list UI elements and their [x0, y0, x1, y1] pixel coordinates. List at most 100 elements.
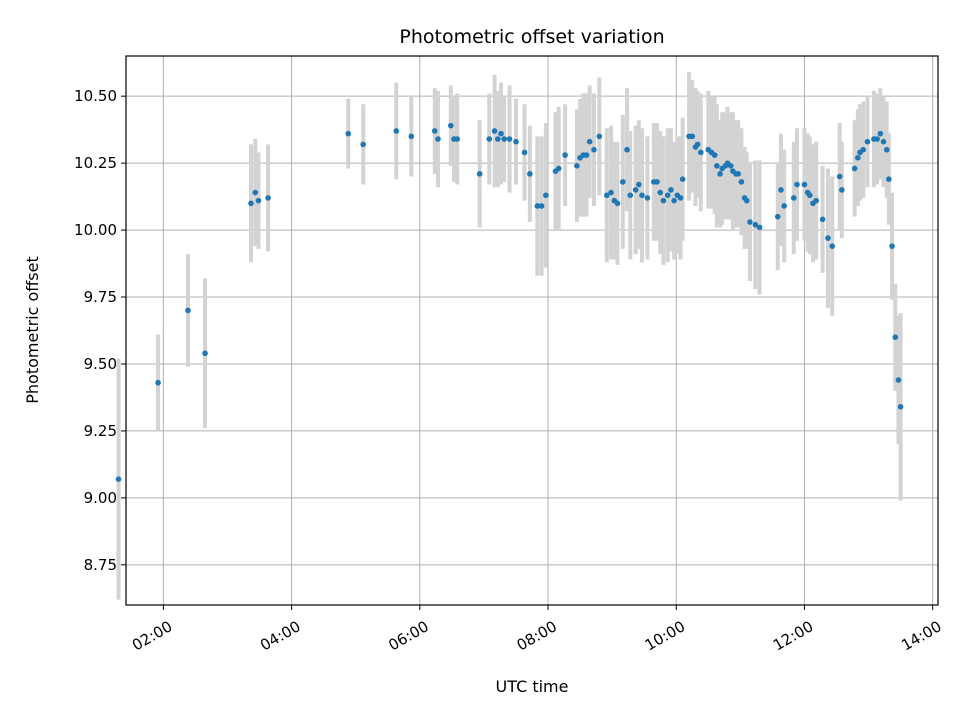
- data-point: [491, 128, 498, 134]
- y-tick-label: 8.75: [84, 556, 117, 574]
- data-point: [408, 133, 415, 140]
- data-point: [860, 146, 867, 153]
- data-point: [883, 146, 890, 153]
- data-point: [836, 173, 843, 180]
- data-point: [774, 213, 781, 220]
- y-axis: 8.75 9.00 9.25 9.50 9.75 10.00 10.25 10.50: [74, 87, 126, 574]
- chart-title: Photometric offset variation: [399, 26, 664, 48]
- y-tick-label: 9.00: [84, 489, 117, 507]
- data-point: [620, 179, 626, 185]
- data-point: [735, 171, 742, 177]
- y-tick-label: 9.25: [84, 422, 117, 440]
- data-point: [627, 192, 634, 199]
- data-point: [743, 197, 750, 204]
- data-point: [521, 149, 528, 156]
- data-point: [694, 141, 701, 148]
- data-point: [657, 189, 664, 196]
- data-point: [252, 189, 259, 196]
- data-point: [574, 163, 580, 169]
- data-point: [644, 195, 651, 201]
- data-point: [660, 197, 667, 204]
- data-point: [677, 195, 684, 201]
- data-point: [476, 171, 483, 177]
- data-point: [639, 192, 645, 199]
- data-point: [435, 136, 441, 142]
- data-point: [864, 138, 871, 145]
- data-point: [895, 377, 902, 383]
- data-point: [624, 146, 630, 153]
- data-point: [498, 130, 504, 137]
- data-point: [889, 243, 895, 249]
- data-point: [543, 192, 549, 199]
- data-point: [636, 181, 642, 188]
- data-point: [738, 179, 745, 185]
- data-point: [155, 379, 161, 386]
- data-point: [851, 165, 858, 172]
- data-point: [756, 224, 763, 231]
- data-point: [877, 130, 884, 137]
- data-point: [538, 203, 545, 209]
- data-point: [393, 128, 400, 134]
- data-point: [614, 200, 621, 207]
- data-point: [886, 176, 892, 182]
- data-point: [664, 192, 671, 199]
- data-point: [527, 171, 533, 177]
- data-point: [486, 136, 493, 142]
- data-point: [608, 189, 614, 196]
- data-point: [790, 195, 797, 201]
- data-point: [698, 149, 704, 156]
- data-point: [501, 136, 508, 142]
- x-axis-title: UTC time: [496, 677, 569, 696]
- y-tick-label: 10.00: [74, 221, 117, 239]
- data-point: [752, 221, 759, 228]
- data-point: [747, 219, 753, 225]
- data-point: [603, 192, 610, 199]
- data-point: [806, 192, 813, 199]
- y-axis-title: Photometric offset: [23, 256, 42, 404]
- data-points: [115, 122, 904, 482]
- data-point: [185, 307, 191, 314]
- data-point: [448, 122, 454, 129]
- data-point: [778, 187, 784, 193]
- data-point: [825, 235, 831, 241]
- data-point: [495, 136, 501, 142]
- data-point: [679, 176, 686, 182]
- data-point: [801, 181, 808, 188]
- data-point: [813, 197, 819, 204]
- data-point: [454, 136, 461, 142]
- plot-frame: [125, 55, 939, 606]
- data-point: [689, 133, 696, 140]
- data-point: [360, 141, 366, 148]
- data-point: [727, 163, 734, 169]
- data-point: [781, 203, 787, 209]
- data-point: [717, 171, 723, 177]
- data-point: [534, 203, 541, 209]
- data-point: [562, 152, 568, 158]
- data-point: [839, 187, 845, 193]
- data-point: [255, 197, 262, 204]
- data-point: [714, 163, 720, 169]
- y-tick-label: 10.25: [74, 154, 117, 172]
- data-point: [506, 136, 513, 142]
- data-point: [583, 152, 590, 158]
- data-point: [248, 200, 254, 207]
- data-point: [632, 187, 639, 193]
- y-tick-label: 10.50: [74, 87, 117, 105]
- data-point: [654, 179, 660, 185]
- y-tick-label: 9.75: [84, 288, 117, 306]
- data-point: [794, 181, 800, 188]
- data-point: [829, 243, 836, 249]
- data-point: [345, 130, 352, 137]
- data-point: [586, 138, 593, 145]
- data-point: [711, 152, 718, 158]
- data-point: [874, 136, 880, 142]
- data-point: [668, 187, 674, 193]
- data-point: [202, 350, 208, 357]
- data-point: [431, 128, 438, 134]
- data-point: [880, 138, 887, 145]
- data-point: [671, 197, 677, 204]
- data-point: [819, 216, 826, 223]
- data-point: [892, 334, 899, 340]
